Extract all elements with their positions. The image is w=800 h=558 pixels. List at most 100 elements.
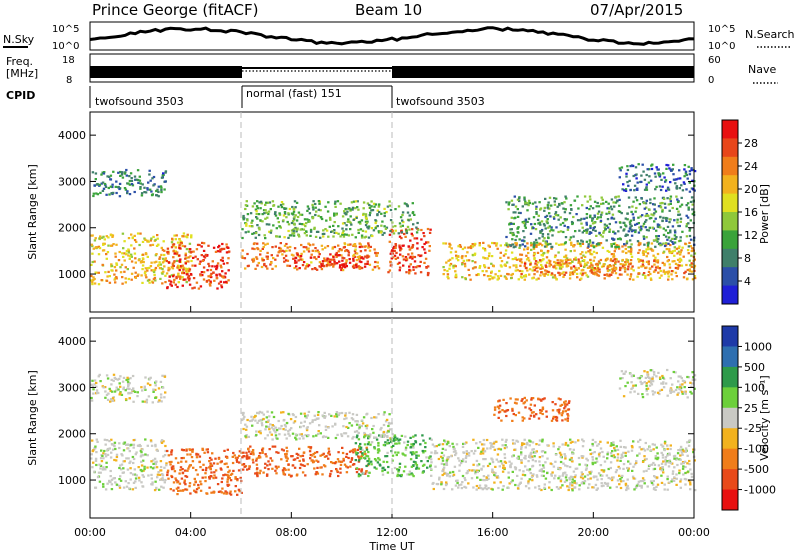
velocity-ylabel: Slant Range [km]	[26, 370, 39, 466]
colorbar-tick-label: -500	[744, 463, 769, 476]
velocity-region-3	[241, 446, 369, 478]
colorbar-tick-label: 24	[744, 160, 758, 173]
xlabel: Time UT	[368, 540, 414, 553]
y-tick-label: 3000	[58, 381, 86, 394]
power-panel: 1000 2000 3000 4000 Slant Range [km]	[26, 112, 696, 312]
noise-left-tick-top: 10^5	[52, 24, 79, 35]
colorbar-tick-label: 1000	[744, 340, 772, 353]
velocity-panel: 1000 2000 3000 4000 Slant Range [km]	[26, 318, 696, 518]
velocity-region-6	[90, 374, 166, 404]
colorbar-tick-label: -1000	[744, 484, 776, 497]
cpid-label: CPID	[6, 89, 35, 102]
colorbar-swatch	[722, 194, 738, 213]
y-tick-label: 3000	[58, 175, 86, 188]
colorbar-swatch	[722, 286, 738, 305]
noise-trace	[90, 28, 694, 45]
freq-left-tick-top: 18	[62, 55, 75, 66]
freq-band-3	[392, 66, 694, 78]
colorbar-swatch	[722, 469, 738, 490]
colorbar-swatch	[722, 387, 738, 408]
velocity-region-7	[241, 411, 394, 441]
colorbar-swatch	[722, 408, 738, 429]
power-region-10	[505, 195, 695, 248]
noise-left-tick-bottom: 10^0	[52, 41, 79, 52]
colorbar-swatch	[722, 326, 738, 347]
colorbar-tick-label: 4	[744, 275, 751, 288]
colorbar-tick-label: 500	[744, 361, 765, 374]
power-region-9	[241, 200, 419, 239]
velocity-region-5	[430, 439, 697, 492]
colorbar-swatch	[722, 249, 738, 268]
velocity-region-1	[90, 438, 168, 491]
colorbar-tick-label: 28	[744, 137, 758, 150]
freq-panel: Freq. [MHz] 18 8 60 0 Nave	[6, 54, 778, 86]
y-tick-label: 1000	[58, 474, 86, 487]
power-region-11	[619, 163, 697, 193]
velocity-marks	[90, 369, 696, 496]
y-tick-label: 4000	[58, 129, 86, 142]
x-tick-label: 20:00	[577, 526, 609, 539]
freq-right-tick-top: 60	[708, 55, 721, 66]
freq-unit-label: [MHz]	[6, 67, 38, 80]
colorbar-swatch	[722, 212, 738, 231]
colorbar-swatch	[722, 367, 738, 388]
colorbar-tick-label: 100	[744, 381, 765, 394]
power-colorbar: Power [dB] 4 8 12 16 20 24 28	[722, 120, 771, 305]
power-region-5	[387, 228, 432, 276]
noise-sky-label: N.Sky	[3, 33, 35, 46]
cpid-segment-1: twofsound 3503	[95, 95, 184, 108]
y-tick-label: 1000	[58, 268, 86, 281]
velocity-region-8	[493, 397, 570, 422]
noise-right-tick-bottom: 10^0	[708, 41, 735, 52]
y-tick-label: 2000	[58, 222, 86, 235]
freq-right-tick-bottom: 0	[708, 75, 714, 86]
cpid-segment-3: twofsound 3503	[396, 95, 485, 108]
freq-band-1	[90, 66, 242, 78]
colorbar-swatch	[722, 267, 738, 286]
power-region-4	[294, 253, 369, 269]
x-tick-label: 16:00	[477, 526, 509, 539]
power-region-6	[442, 242, 696, 281]
power-marks	[90, 163, 696, 290]
power-ylabel: Slant Range [km]	[26, 164, 39, 260]
colorbar-tick-label: -25	[744, 422, 762, 435]
colorbar-tick-label: 12	[744, 229, 758, 242]
x-tick-label: 04:00	[175, 526, 207, 539]
colorbar-swatch	[722, 490, 738, 511]
colorbar-swatch	[722, 157, 738, 176]
cpid-segment-2: normal (fast) 151	[246, 87, 342, 100]
x-tick-label: 12:00	[376, 526, 408, 539]
freq-left-tick-bottom: 8	[66, 75, 72, 86]
velocity-colorbar: Velocity [m s⁻¹] 100050010025-25-100-500…	[722, 326, 776, 511]
colorbar-tick-label: 8	[744, 252, 751, 265]
x-tick-label: 00:00	[74, 526, 106, 539]
colorbar-tick-label: 25	[744, 402, 758, 415]
x-tick-label: 08:00	[275, 526, 307, 539]
colorbar-swatch	[722, 230, 738, 249]
colorbar-swatch	[722, 449, 738, 470]
noise-search-label: N.Search	[745, 28, 795, 41]
colorbar-swatch	[722, 120, 738, 139]
power-region-2	[166, 242, 231, 290]
noise-right-tick-top: 10^5	[708, 24, 735, 35]
colorbar-swatch	[722, 428, 738, 449]
x-tick-label: 00:00	[678, 526, 710, 539]
colorbar-tick-label: 16	[744, 206, 758, 219]
y-tick-label: 2000	[58, 428, 86, 441]
velocity-region-2	[166, 448, 243, 496]
power-region-8	[92, 169, 167, 197]
colorbar-tick-label: 20	[744, 183, 758, 196]
cpid-row: CPID twofsound 3503 normal (fast) 151 tw…	[6, 86, 485, 108]
station-title: Prince George (fitACF)	[92, 1, 258, 19]
nave-label: Nave	[748, 63, 776, 76]
date-title: 07/Apr/2015	[590, 1, 683, 19]
y-tick-label: 4000	[58, 335, 86, 348]
noise-panel: N.Sky 10^5 10^0 10^5 10^0 N.Search	[3, 22, 795, 52]
power-colorbar-label: Power [dB]	[758, 184, 771, 244]
colorbar-tick-label: -100	[744, 443, 769, 456]
colorbar-swatch	[722, 138, 738, 157]
colorbar-swatch	[722, 346, 738, 367]
colorbar-swatch	[722, 175, 738, 194]
beam-title: Beam 10	[355, 1, 422, 19]
